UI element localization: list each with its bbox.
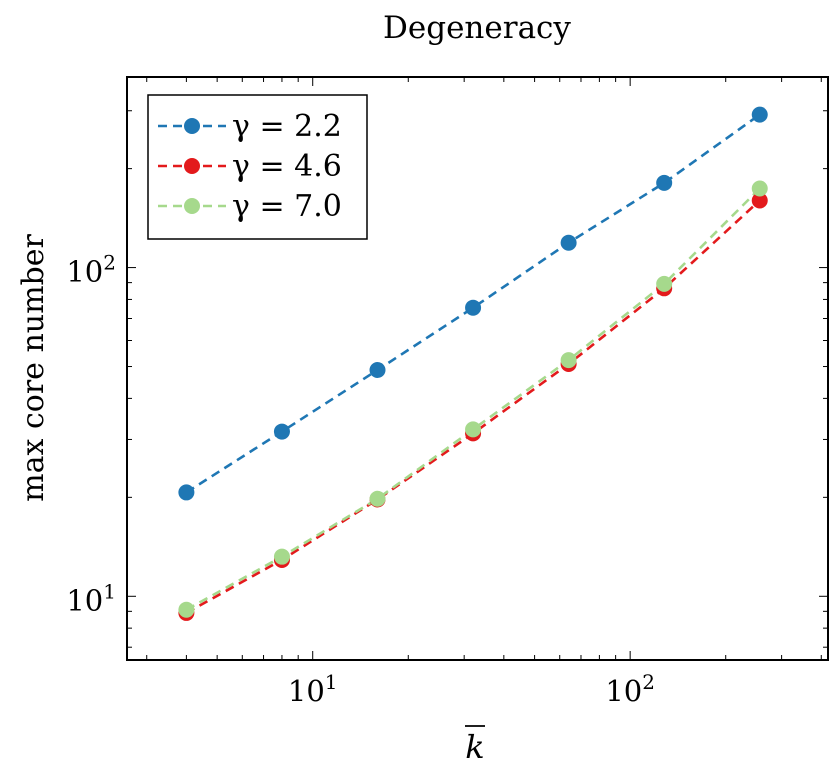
legend-entry: γ = 4.6 <box>158 149 342 184</box>
x-axis-label-text: k <box>465 728 484 766</box>
y-tick-label-exponent: 2 <box>103 251 116 275</box>
legend-entry: γ = 7.0 <box>158 189 342 224</box>
y-tick-label-base: 10 <box>66 255 103 289</box>
y-tick-label-base: 10 <box>66 583 103 617</box>
legend-label: γ = 2.2 <box>232 109 342 144</box>
x-tick-label-exponent: 1 <box>325 670 338 694</box>
x-tick-label-exponent: 2 <box>642 670 655 694</box>
data-point <box>178 484 195 501</box>
x-tick-label: 101 <box>288 670 338 708</box>
x-tick-label: 102 <box>605 670 655 708</box>
legend-label: γ = 7.0 <box>232 189 342 224</box>
legend-label: γ = 4.6 <box>232 149 342 184</box>
series-points <box>178 106 768 621</box>
data-point <box>656 174 673 191</box>
data-point <box>465 299 482 316</box>
data-point <box>751 192 768 209</box>
series-line-1 <box>185 199 761 615</box>
series-line-2 <box>185 187 761 611</box>
data-point <box>369 361 386 378</box>
x-tick-label-base: 10 <box>605 674 642 708</box>
data-point <box>465 421 482 438</box>
chart-title: Degeneracy <box>383 10 571 46</box>
data-point <box>560 234 577 251</box>
data-point <box>178 601 195 618</box>
data-point <box>656 275 673 292</box>
x-axis-label: k <box>465 725 485 766</box>
data-point <box>273 423 290 440</box>
data-point <box>273 548 290 565</box>
y-tick-label: 101 <box>66 579 116 617</box>
plot-frame <box>126 76 829 661</box>
data-point <box>751 180 768 197</box>
legend-marker <box>184 198 200 214</box>
legend-marker <box>184 158 200 174</box>
x-tick-label-base: 10 <box>288 674 325 708</box>
legend-marker <box>184 118 200 134</box>
y-tick-label: 102 <box>66 251 116 289</box>
y-axis-label: max core number <box>16 234 51 502</box>
legend: γ = 2.2 γ = 4.6 γ = 7.0 <box>147 94 368 240</box>
legend-entry: γ = 2.2 <box>158 109 342 144</box>
data-point <box>369 490 386 507</box>
data-point <box>751 106 768 123</box>
data-point <box>560 352 577 369</box>
y-tick-label-exponent: 1 <box>103 579 116 603</box>
